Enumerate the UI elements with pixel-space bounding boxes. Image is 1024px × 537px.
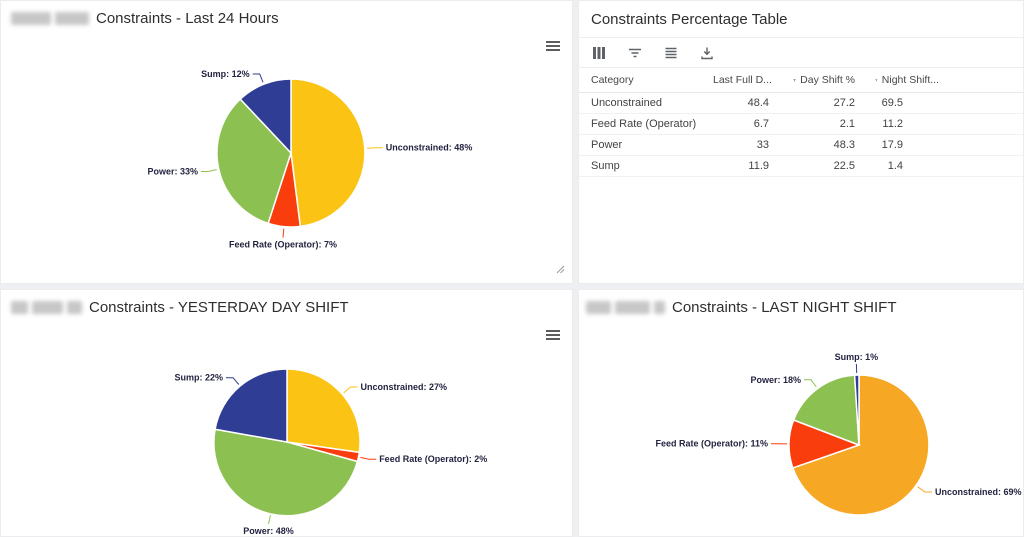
pie-label-leader-line — [343, 386, 358, 394]
column-header-label: Last Full D... — [713, 74, 772, 86]
pie-slice-label: Feed Rate (Operator): 11% — [655, 439, 768, 449]
cell-value: 1.4 — [887, 160, 903, 172]
pie-slice-label: Power: 48% — [243, 526, 294, 536]
funnel-icon[interactable] — [793, 76, 796, 85]
column-header-night-shift[interactable]: Night Shift... — [855, 74, 939, 86]
column-header-label: Day Shift % — [800, 74, 855, 86]
resize-grip-icon[interactable] — [556, 265, 565, 274]
pie-chart-yesterday-day-shift: Unconstrained: 27% Feed Rate (Operator): … — [174, 368, 487, 536]
table-row: Feed Rate (Operator) 6.7 2.1 11.2 — [579, 114, 1023, 135]
pie-slice-label: Sump: 1% — [835, 352, 879, 362]
column-header-label: Night Shift... — [881, 74, 939, 86]
cell-category: Power — [591, 139, 623, 151]
cell-value: 22.5 — [833, 160, 855, 172]
pie-chart-last-24-hours: Unconstrained: 48% Feed Rate (Operator): … — [147, 69, 473, 250]
redacted-title-prefix — [615, 301, 650, 314]
pie-label-leader-line — [366, 147, 383, 149]
pie-slice-label: Unconstrained: 48% — [386, 143, 473, 153]
download-icon[interactable] — [699, 45, 715, 61]
columns-icon[interactable] — [591, 45, 607, 61]
pie-label-leader-line — [201, 169, 217, 172]
cell-value: 17.9 — [881, 139, 903, 151]
pie-slice-label: Unconstrained: 69% — [935, 487, 1022, 497]
pie-slice-label: Feed Rate (Operator): 7% — [229, 240, 337, 250]
cell-value: 11.2 — [882, 118, 903, 130]
pie-slice-label: Unconstrained: 27% — [361, 382, 448, 392]
pie-label-leader-line — [252, 73, 264, 83]
panel-title-row: Constraints - LAST NIGHT SHIFT — [586, 299, 897, 316]
pie-slice-label: Power: 18% — [750, 375, 801, 385]
redacted-title-prefix — [32, 301, 63, 314]
pie-slice-label: Sump: 12% — [201, 69, 250, 79]
panel-constraints-last-night-shift: Constraints - LAST NIGHT SHIFT Unconstra… — [578, 289, 1024, 537]
pie-slice-label: Sump: 22% — [174, 373, 223, 383]
column-header-label: Category — [591, 74, 634, 86]
redacted-title-prefix — [55, 12, 89, 25]
cell-value: 6.7 — [753, 118, 769, 130]
cell-category: Feed Rate (Operator) — [591, 118, 697, 130]
pie-slice-label: Feed Rate (Operator): 2% — [379, 454, 487, 464]
hamburger-menu-icon[interactable] — [546, 41, 560, 52]
row-density-icon[interactable] — [663, 45, 679, 61]
page-title: Constraints - YESTERDAY DAY SHIFT — [89, 299, 349, 316]
redacted-title-prefix — [67, 301, 82, 314]
pie-slice-power[interactable] — [792, 374, 860, 447]
pie-slice-sump[interactable] — [853, 374, 860, 446]
cell-value: 2.1 — [839, 118, 855, 130]
pie-label-leader-line — [804, 379, 817, 388]
pie-slice-sump[interactable] — [239, 78, 292, 155]
pie-label-leader-line — [226, 377, 240, 385]
panel-title-row: Constraints - Last 24 Hours — [11, 10, 279, 27]
cell-value: 48.3 — [833, 139, 855, 151]
redacted-title-prefix — [586, 301, 611, 314]
page-title: Constraints Percentage Table — [579, 1, 1023, 38]
panel-constraints-percentage-table: Constraints Percentage Table Category La… — [578, 0, 1024, 284]
page-title: Constraints - LAST NIGHT SHIFT — [672, 299, 897, 316]
cell-value: 69.5 — [881, 97, 903, 109]
redacted-title-prefix — [11, 301, 28, 314]
pie-label-leader-line — [282, 228, 285, 238]
redacted-title-prefix — [11, 12, 51, 25]
table-row: Unconstrained 48.4 27.2 69.5 — [579, 93, 1023, 114]
cell-value: 48.4 — [747, 97, 769, 109]
filter-icon[interactable] — [627, 45, 643, 61]
cell-value: 11.9 — [748, 160, 769, 172]
column-header-day-shift[interactable]: Day Shift % — [769, 74, 855, 86]
pie-chart-last-night-shift: Unconstrained: 69% Feed Rate (Operator): … — [655, 352, 1022, 516]
pie-slice-power[interactable] — [216, 98, 292, 225]
hamburger-menu-icon[interactable] — [546, 330, 560, 341]
cell-value: 27.2 — [833, 97, 855, 109]
funnel-icon[interactable] — [875, 76, 878, 85]
pie-slice-label: Power: 33% — [147, 167, 198, 177]
table-toolbar — [579, 38, 1023, 67]
panel-constraints-yesterday-day-shift: Constraints - YESTERDAY DAY SHIFT Uncons… — [0, 289, 573, 537]
pie-label-leader-line — [360, 456, 377, 460]
pie-slice-sump[interactable] — [214, 368, 288, 443]
table-row: Power 33 48.3 17.9 — [579, 135, 1023, 156]
cell-category: Unconstrained — [591, 97, 662, 109]
table-header-row: Category Last Full D... Day Shift % Nigh… — [579, 67, 1023, 93]
pie-slice-unconstrained[interactable] — [290, 78, 366, 228]
cell-category: Sump — [591, 160, 620, 172]
pie-label-leader-line — [917, 486, 932, 493]
cell-value: 33 — [756, 139, 769, 151]
column-header-last-full-day[interactable]: Last Full D... — [709, 74, 772, 86]
pie-slice-power[interactable] — [213, 428, 359, 517]
page-title: Constraints - Last 24 Hours — [96, 10, 279, 27]
pie-slice-unconstrained[interactable] — [286, 368, 361, 454]
table-body: Unconstrained 48.4 27.2 69.5 Feed Rate (Oper… — [579, 93, 1023, 177]
panel-title-row: Constraints - YESTERDAY DAY SHIFT — [11, 299, 349, 316]
table-row: Sump 11.9 22.5 1.4 — [579, 156, 1023, 177]
panel-constraints-last-24-hours: Constraints - Last 24 Hours Unconstraine… — [0, 0, 573, 284]
pie-label-leader-line — [268, 515, 271, 525]
column-header-category[interactable]: Category — [591, 74, 709, 86]
redacted-title-prefix — [654, 301, 665, 314]
